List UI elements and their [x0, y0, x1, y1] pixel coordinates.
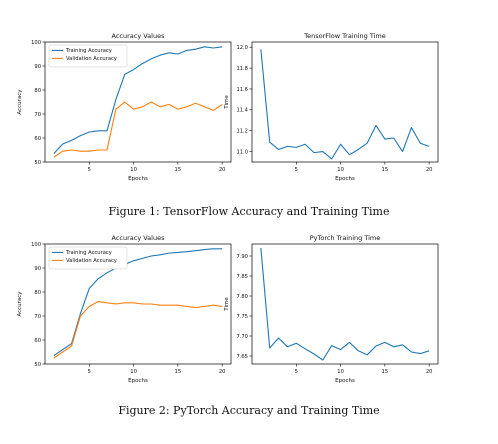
tf-accuracy-chart: Accuracy Values Epochs Accuracy 5 10 15 20 50 60… — [17, 32, 232, 182]
y-tick-label: 70 — [34, 112, 41, 118]
legend-label: Validation Accuracy — [66, 56, 117, 62]
y-tick-label: 60 — [34, 338, 41, 344]
series-line-training-accuracy — [53, 46, 223, 154]
series-line-validation-accuracy — [53, 301, 223, 359]
y-tick-label: 60 — [34, 136, 41, 142]
legend-box — [48, 246, 128, 270]
x-axis-label: Epochs — [128, 176, 148, 182]
x-axis-label: Epochs — [335, 176, 355, 182]
pt-training-time-chart: PyTorch Training Time Epochs Time 5 10 15 20 7.… — [224, 234, 439, 384]
figure-1-caption: Figure 1: TensorFlow Accuracy and Traini… — [108, 205, 390, 218]
y-tick-label: 70 — [34, 314, 41, 320]
legend-label: Validation Accuracy — [66, 258, 117, 264]
y-tick-label: 12.0 — [236, 45, 248, 51]
y-tick-label: 11.2 — [236, 128, 248, 134]
pt-accuracy-chart: Accuracy Values Epochs Accuracy 5 10 15 20 50 60… — [17, 234, 232, 384]
y-tick-label: 7.65 — [236, 354, 248, 360]
x-tick-label: 5 — [295, 369, 298, 375]
y-tick-label: 7.80 — [236, 294, 248, 300]
plot-frame — [251, 243, 439, 365]
x-tick-label: 20 — [219, 369, 226, 375]
x-tick-label: 15 — [175, 167, 182, 173]
x-tick-label: 20 — [426, 369, 433, 375]
series-line-validation-accuracy — [53, 101, 223, 158]
y-tick-label: 7.75 — [236, 314, 248, 320]
chart-title: Accuracy Values — [112, 32, 166, 40]
x-tick-label: 20 — [219, 167, 226, 173]
x-tick-label: 10 — [337, 369, 344, 375]
y-tick-label: 50 — [34, 362, 41, 368]
legend-box — [48, 44, 128, 68]
y-tick-label: 90 — [34, 266, 41, 272]
plot-frame — [44, 243, 232, 365]
y-axis-label: Accuracy — [17, 291, 23, 317]
x-tick-label: 15 — [382, 369, 389, 375]
y-tick-label: 80 — [34, 88, 41, 94]
y-tick-label: 7.85 — [236, 274, 248, 280]
y-axis-label: Accuracy — [17, 89, 23, 115]
y-tick-label: 11.0 — [236, 149, 248, 155]
chart-title: PyTorch Training Time — [310, 234, 381, 242]
figure-2-caption: Figure 2: PyTorch Accuracy and Training … — [118, 404, 380, 417]
x-tick-label: 20 — [426, 167, 433, 173]
legend-label: Training Accuracy — [65, 48, 112, 54]
y-axis-label: Time — [224, 95, 230, 110]
y-tick-label: 100 — [31, 40, 41, 46]
plot-frame — [251, 41, 439, 163]
series-line-training-accuracy — [53, 248, 223, 357]
x-tick-label: 10 — [130, 167, 137, 173]
x-tick-label: 15 — [175, 369, 182, 375]
y-tick-label: 90 — [34, 64, 41, 70]
y-tick-label: 50 — [34, 160, 41, 166]
tf-training-time-chart: TensorFlow Training Time Epochs Time 5 10 15 2… — [224, 32, 439, 182]
x-tick-label: 5 — [88, 167, 91, 173]
y-tick-label: 11.8 — [236, 66, 248, 72]
x-tick-label: 10 — [337, 167, 344, 173]
series-line-0 — [260, 49, 430, 160]
chart-title: TensorFlow Training Time — [303, 32, 386, 40]
y-tick-label: 80 — [34, 290, 41, 296]
y-tick-label: 11.4 — [236, 108, 248, 114]
legend-label: Training Accuracy — [65, 250, 112, 256]
x-tick-label: 5 — [88, 369, 91, 375]
x-tick-label: 5 — [295, 167, 298, 173]
x-tick-label: 10 — [130, 369, 137, 375]
x-axis-label: Epochs — [335, 378, 355, 384]
y-tick-label: 100 — [31, 242, 41, 248]
x-tick-label: 15 — [382, 167, 389, 173]
y-tick-label: 7.90 — [236, 254, 248, 260]
chart-title: Accuracy Values — [112, 234, 166, 242]
series-line-0 — [260, 247, 430, 361]
y-axis-label: Time — [224, 297, 230, 312]
x-axis-label: Epochs — [128, 378, 148, 384]
y-tick-label: 11.6 — [236, 87, 248, 93]
y-tick-label: 7.70 — [236, 334, 248, 340]
plot-frame — [44, 41, 232, 163]
